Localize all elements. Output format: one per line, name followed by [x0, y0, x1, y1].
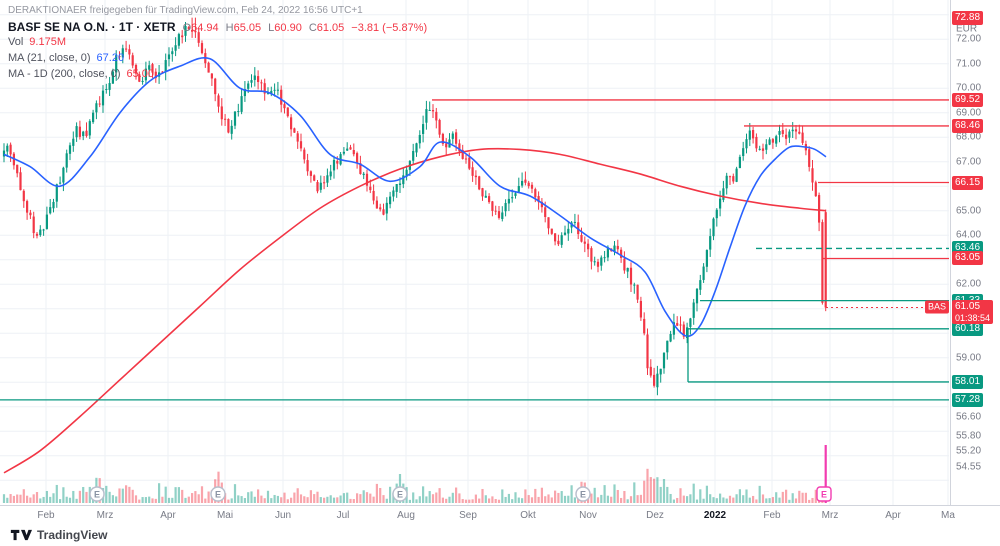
earnings-marker[interactable]: E: [210, 486, 226, 502]
volume-label: Vol: [8, 36, 24, 48]
price-axis-tick: 64.00: [956, 229, 982, 241]
price-axis-tick: 70.00: [956, 82, 982, 94]
price-axis-tick: 55.80: [956, 430, 982, 442]
price-axis-tick: 54.55: [956, 461, 982, 473]
time-axis-label: Mai: [216, 510, 234, 521]
ma21-line[interactable]: [3, 57, 827, 338]
price-axis-tick: 68.00: [956, 131, 982, 143]
low-value: 60.90: [274, 22, 302, 34]
earnings-marker[interactable]: E: [816, 486, 832, 502]
time-axis-label: Feb: [37, 510, 55, 521]
candlestick-series: [2, 17, 827, 396]
price-axis-tick: 55.20: [956, 445, 982, 457]
price-level-label: 58.01: [952, 374, 984, 389]
price-axis-tick: 56.60: [956, 411, 982, 422]
time-axis-label: Apr: [160, 510, 176, 521]
price-axis-tick: 62.00: [956, 278, 982, 290]
ma21-legend-row[interactable]: MA (21, close, 0) 67.20: [8, 52, 427, 67]
time-axis-label: Jul: [336, 510, 350, 521]
price-level-label: 69.52: [952, 92, 984, 107]
earnings-marker[interactable]: E: [575, 486, 591, 502]
time-axis-label: Ma: [941, 510, 955, 521]
price-level-lines[interactable]: [0, 99, 949, 401]
price-level-label: 63.05: [952, 251, 984, 266]
earnings-marker[interactable]: E: [392, 486, 408, 502]
svg-text:E: E: [580, 489, 586, 499]
price-level-label: 66.15: [952, 175, 984, 190]
close-label: C: [308, 22, 317, 34]
price-level-label: 68.46: [952, 118, 984, 133]
time-axis-label: Nov: [579, 510, 597, 521]
tradingview-glyph-icon: [10, 529, 32, 541]
time-axis-label: Aug: [397, 510, 415, 521]
volume-value: 9.175M: [29, 36, 66, 48]
symbol-price-tag: BAS: [924, 300, 949, 314]
symbol-title[interactable]: BASF SE NA O.N. · 1T · XETR: [8, 20, 176, 34]
copyright-watermark: DERAKTIONAER freigegeben für TradingView…: [8, 5, 363, 16]
volume-series: [2, 445, 827, 503]
time-axis-label: Mrz: [821, 510, 839, 521]
open-value: 64.94: [191, 22, 219, 34]
currency-unit-label: EUR: [956, 23, 978, 35]
svg-text:E: E: [821, 489, 827, 499]
price-axis-tick: 67.00: [956, 156, 982, 168]
svg-text:E: E: [397, 489, 403, 499]
time-axis-label: Apr: [885, 510, 901, 521]
open-label: O: [182, 22, 192, 34]
ma200-line[interactable]: [3, 147, 827, 474]
time-axis[interactable]: Feb Mrz Apr Mai Jun Jul Aug Sep Okt Nov Dez 2022 Feb…: [0, 505, 1000, 525]
price-level-label: 57.28: [952, 392, 984, 407]
time-axis-label: Jun: [274, 510, 292, 521]
period-high-label: 72.88: [952, 10, 984, 25]
price-axis-tick: 59.00: [956, 352, 982, 364]
time-axis-label: Mrz: [96, 510, 114, 521]
tradingview-logo[interactable]: TradingView: [10, 528, 107, 542]
price-axis[interactable]: 72.00 71.00 70.00 69.00 68.00 67.00 65.00 64.00…: [950, 0, 1000, 505]
svg-text:E: E: [94, 489, 100, 499]
time-axis-label: 2022: [703, 510, 727, 521]
current-price-label: 61.05 01:38:54: [952, 300, 994, 325]
price-axis-tick: 69.00: [956, 107, 982, 119]
ma21-value: 67.20: [96, 52, 125, 64]
ma200-value: 65.00: [126, 68, 155, 80]
change-value: −3.81 (−5.87%): [351, 22, 428, 34]
high-value: 65.05: [233, 22, 262, 34]
high-label: H: [225, 22, 234, 34]
time-axis-label: Dez: [646, 510, 664, 521]
close-value: 61.05: [316, 22, 345, 34]
ma200-label: MA - 1D (200, close, 0): [8, 68, 121, 80]
ma21-label: MA (21, close, 0): [8, 52, 91, 64]
time-axis-label: Sep: [459, 510, 477, 521]
earnings-marker[interactable]: E: [89, 486, 105, 502]
brand-text: TradingView: [37, 528, 108, 542]
symbol-legend-row[interactable]: BASF SE NA O.N. · 1T · XETR O 64.94 H 65.0…: [8, 20, 427, 35]
ma200-legend-row[interactable]: MA - 1D (200, close, 0) 65.00: [8, 68, 427, 83]
low-label: L: [268, 22, 275, 34]
price-level-label: 60.18: [952, 321, 984, 336]
time-axis-label: Okt: [520, 510, 536, 521]
price-axis-tick: 65.00: [956, 205, 982, 217]
price-axis-tick: 72.00: [956, 33, 982, 45]
legend-panel: BASF SE NA O.N. · 1T · XETR O 64.94 H 65.0…: [8, 20, 427, 84]
time-axis-label: Feb: [763, 510, 781, 521]
svg-text:E: E: [215, 489, 221, 499]
price-axis-tick: 71.00: [956, 58, 982, 70]
volume-legend-row[interactable]: Vol 9.175M: [8, 36, 427, 51]
